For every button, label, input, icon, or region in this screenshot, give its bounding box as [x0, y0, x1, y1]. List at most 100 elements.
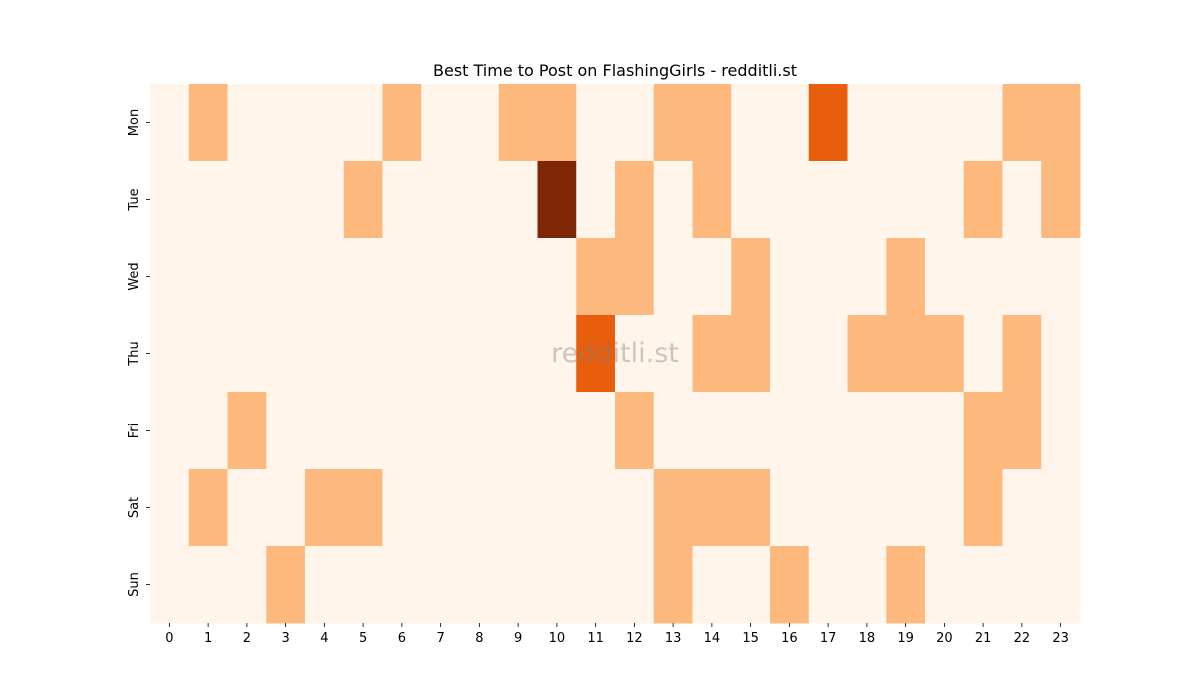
heatmap-cell-wed-7: [421, 238, 461, 316]
heatmap-cell-sat-19: [886, 469, 926, 547]
heatmap-cell-sun-10: [537, 546, 577, 624]
x-tick-label: 5: [359, 631, 367, 646]
x-tick-label: 8: [475, 631, 483, 646]
heatmap-cell-sun-14: [692, 546, 732, 624]
heatmap-cell-fri-7: [421, 392, 461, 470]
heatmap-cell-tue-4: [305, 161, 345, 239]
heatmap-cell-thu-19: [886, 315, 926, 393]
heatmap-cell-tue-5: [343, 161, 383, 239]
y-tick-label: Fri: [127, 423, 142, 439]
heatmap-cell-sun-9: [498, 546, 538, 624]
heatmap-cell-wed-18: [847, 238, 887, 316]
heatmap-cell-mon-22: [1002, 84, 1042, 162]
heatmap-cell-wed-8: [460, 238, 500, 316]
heatmap-cell-mon-20: [925, 84, 965, 162]
heatmap-cell-thu-15: [731, 315, 771, 393]
heatmap-cell-sat-20: [925, 469, 965, 547]
heatmap-cell-fri-6: [382, 392, 422, 470]
heatmap-cell-tue-6: [382, 161, 422, 239]
heatmap-cell-mon-0: [150, 84, 190, 162]
heatmap-cell-fri-13: [653, 392, 693, 470]
heatmap-cell-sun-16: [770, 546, 810, 624]
heatmap-cell-tue-14: [692, 161, 732, 239]
heatmap-cell-mon-15: [731, 84, 771, 162]
heatmap-cell-wed-14: [692, 238, 732, 316]
heatmap-cell-thu-2: [227, 315, 267, 393]
heatmap-cell-fri-2: [227, 392, 267, 470]
heatmap-cell-thu-5: [343, 315, 383, 393]
heatmap-cell-wed-16: [770, 238, 810, 316]
heatmap-cell-wed-11: [576, 238, 616, 316]
heatmap-cell-sun-0: [150, 546, 190, 624]
x-tick-label: 0: [165, 631, 173, 646]
x-tick-label: 15: [742, 631, 759, 646]
heatmap-cell-thu-13: [653, 315, 693, 393]
heatmap-cell-mon-2: [227, 84, 267, 162]
heatmap-cell-wed-4: [305, 238, 345, 316]
heatmap-cell-tue-12: [615, 161, 655, 239]
heatmap-cell-sat-16: [770, 469, 810, 547]
heatmap-cell-thu-17: [808, 315, 848, 393]
heatmap-cell-fri-0: [150, 392, 190, 470]
heatmap-cell-wed-0: [150, 238, 190, 316]
heatmap-cell-tue-11: [576, 161, 616, 239]
y-tick-label: Sun: [127, 572, 142, 597]
heatmap-cell-thu-1: [188, 315, 228, 393]
heatmap-cell-thu-20: [925, 315, 965, 393]
y-tick-label: Thu: [127, 341, 142, 366]
heatmap-cell-sun-4: [305, 546, 345, 624]
heatmap-cell-tue-20: [925, 161, 965, 239]
heatmap-cell-fri-11: [576, 392, 616, 470]
x-tick-label: 1: [204, 631, 212, 646]
heatmap-cell-sun-5: [343, 546, 383, 624]
heatmap-cell-mon-9: [498, 84, 538, 162]
heatmap-cell-fri-8: [460, 392, 500, 470]
heatmap-cell-tue-21: [963, 161, 1003, 239]
heatmap-cell-thu-3: [266, 315, 306, 393]
heatmap-cell-fri-1: [188, 392, 228, 470]
heatmap-cell-thu-6: [382, 315, 422, 393]
heatmap-cell-wed-19: [886, 238, 926, 316]
heatmap-cell-thu-8: [460, 315, 500, 393]
x-tick-label: 4: [320, 631, 328, 646]
heatmap-cell-wed-12: [615, 238, 655, 316]
heatmap-cell-sat-3: [266, 469, 306, 547]
heatmap-cell-fri-12: [615, 392, 655, 470]
heatmap-cell-mon-5: [343, 84, 383, 162]
y-tick-label: Wed: [127, 262, 142, 290]
heatmap-cell-fri-22: [1002, 392, 1042, 470]
heatmap-cell-wed-5: [343, 238, 383, 316]
heatmap-cell-sun-7: [421, 546, 461, 624]
x-axis: 0 1 2 3 4 5 6 7 8 9 10 11 12 13 14 15 16 17 18 19 20 21 22 23: [165, 623, 1069, 646]
heatmap-cell-wed-1: [188, 238, 228, 316]
heatmap-cell-thu-9: [498, 315, 538, 393]
heatmap-cell-sat-4: [305, 469, 345, 547]
x-tick-label: 16: [781, 631, 798, 646]
x-tick-label: 6: [398, 631, 406, 646]
x-tick-label: 21: [975, 631, 992, 646]
heatmap-cell-wed-22: [1002, 238, 1042, 316]
heatmap-cell-wed-3: [266, 238, 306, 316]
heatmap-cell-tue-1: [188, 161, 228, 239]
heatmap-cell-thu-14: [692, 315, 732, 393]
x-tick-label: 2: [243, 631, 251, 646]
heatmap-cell-sun-23: [1041, 546, 1081, 624]
heatmap-cell-sun-20: [925, 546, 965, 624]
y-tick-label: Mon: [127, 109, 142, 136]
heatmap-cell-mon-10: [537, 84, 577, 162]
y-axis: Mon Tue Wed Thu Fri Sat Sun: [127, 109, 150, 597]
heatmap-cell-sun-17: [808, 546, 848, 624]
heatmap-cell-thu-18: [847, 315, 887, 393]
y-tick-label: Tue: [127, 188, 142, 211]
heatmap-cell-sun-8: [460, 546, 500, 624]
x-tick-label: 9: [514, 631, 522, 646]
heatmap-cell-sat-5: [343, 469, 383, 547]
heatmap-cell-fri-21: [963, 392, 1003, 470]
heatmap-cell-sun-12: [615, 546, 655, 624]
heatmap-cell-sun-19: [886, 546, 926, 624]
x-tick-label: 23: [1052, 631, 1069, 646]
heatmap-cell-tue-8: [460, 161, 500, 239]
heatmap-cell-sat-17: [808, 469, 848, 547]
heatmap-cell-sat-0: [150, 469, 190, 547]
